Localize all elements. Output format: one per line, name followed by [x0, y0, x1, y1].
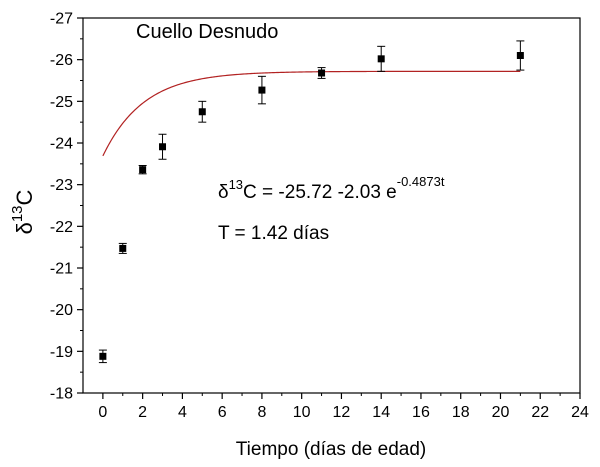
equation-annotation: δ13C = -25.72 -2.03 e-0.4873t [218, 174, 445, 203]
x-tick-label: 2 [138, 404, 147, 421]
data-point [159, 143, 167, 151]
y-tick-label: -26 [50, 52, 73, 69]
x-tick-label: 20 [492, 404, 510, 421]
y-axis-title: δ13C [9, 189, 37, 234]
y-tick-label: -18 [50, 386, 73, 403]
x-tick-label: 6 [218, 404, 227, 421]
x-tick-label: 12 [333, 404, 351, 421]
y-tick-label: -23 [50, 177, 73, 194]
y-tick-label: -27 [50, 11, 73, 28]
x-tick-label: 8 [257, 404, 266, 421]
y-tick-label: -20 [50, 302, 73, 319]
data-point [99, 352, 107, 360]
y-axis: -18 -19 -20 -21 -22 -23 -24 -25 -26 -27 [50, 11, 83, 403]
data-point [198, 108, 206, 116]
y-tick-label: -25 [50, 94, 73, 111]
x-tick-label: 16 [412, 404, 430, 421]
x-tick-label: 14 [372, 404, 390, 421]
x-tick-label: 24 [571, 404, 589, 421]
data-point [516, 52, 524, 59]
y-tick-label: -21 [50, 261, 73, 278]
y-tick-label: -22 [50, 219, 73, 236]
plot-frame [82, 17, 581, 394]
data-point [377, 55, 385, 63]
x-tick-label: 18 [452, 404, 470, 421]
x-tick-label: 22 [531, 404, 549, 421]
x-axis-title: Tiempo (días de edad) [236, 439, 426, 460]
x-tick-label: 0 [98, 404, 107, 421]
x-tick-label: 4 [178, 404, 187, 421]
data-point [258, 86, 266, 94]
x-tick-label: 10 [293, 404, 311, 421]
data-point [318, 69, 326, 77]
fit-curve [102, 70, 521, 157]
data-point [119, 244, 127, 252]
half-life-annotation: T = 1.42 días [218, 223, 329, 244]
data-series [98, 40, 525, 364]
data-point [139, 166, 147, 174]
y-tick-label: -19 [50, 344, 73, 361]
chart-title: Cuello Desnudo [136, 21, 278, 43]
x-axis: 0 2 4 6 8 10 12 14 16 18 20 22 24 [98, 393, 589, 421]
y-tick-label: -24 [50, 136, 73, 153]
